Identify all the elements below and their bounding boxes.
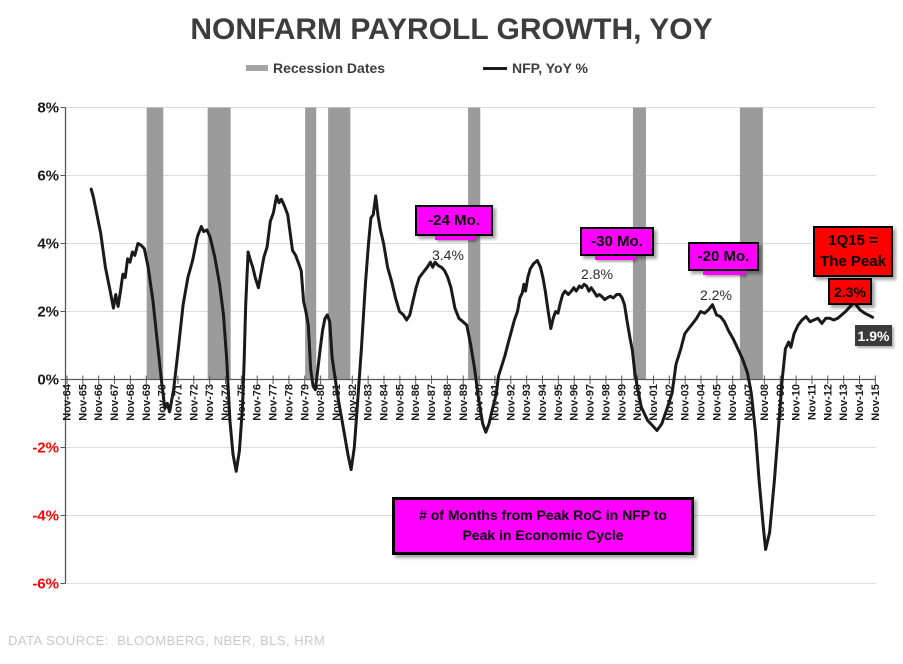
- annotation-note-line2: Peak in Economic Cycle: [462, 527, 624, 543]
- x-axis-label: Nov-64: [62, 383, 74, 421]
- x-axis-label: Nov-84: [379, 383, 391, 421]
- x-axis-label: Nov-13: [838, 384, 850, 421]
- x-axis-label: Nov-68: [125, 384, 137, 421]
- y-axis-label: 0%: [37, 372, 59, 389]
- x-axis-label: Nov-65: [77, 384, 89, 421]
- annotation-minus30-label: -30 Mo.: [591, 233, 643, 250]
- x-axis-label: Nov-96: [569, 384, 581, 421]
- x-axis-label: Nov-11: [806, 384, 818, 420]
- x-axis-label: Nov-95: [553, 384, 565, 421]
- x-axis-label: Nov-89: [458, 384, 470, 421]
- x-axis-label: Nov-00: [632, 384, 644, 421]
- annotation-note-line1: # of Months from Peak RoC in NFP to: [419, 507, 667, 524]
- y-axis-label: -2%: [32, 440, 59, 457]
- y-axis-label: 8%: [37, 100, 59, 117]
- annotation-peak-line2: The Peak: [820, 252, 886, 270]
- x-axis-label: Nov-01: [648, 384, 660, 421]
- x-axis-label: Nov-67: [109, 384, 121, 421]
- x-axis-label: Nov-15: [870, 384, 882, 421]
- x-axis-label: Nov-05: [711, 384, 723, 421]
- annotation-minus24-box: -24 Mo.: [415, 205, 493, 236]
- page-title: NONFARM PAYROLL GROWTH, YOY: [190, 13, 713, 46]
- annotation-minus24-underline: [435, 236, 475, 240]
- annotation-note-box: # of Months from Peak RoC in NFP to Peak…: [392, 497, 694, 555]
- x-axis-label: Nov-92: [505, 384, 517, 421]
- x-axis-label: Nov-99: [616, 384, 628, 421]
- x-axis-label: Nov-85: [394, 384, 406, 421]
- x-axis-label: Nov-86: [410, 384, 422, 421]
- x-axis-label: Nov-73: [204, 384, 216, 421]
- x-axis-label: Nov-97: [585, 384, 597, 421]
- x-axis-label: Nov-77: [268, 384, 280, 421]
- x-axis-label: Nov-10: [791, 384, 803, 421]
- legend-item-nfp: NFP, YoY %: [483, 58, 588, 78]
- y-axis-label: 6%: [37, 168, 59, 185]
- x-axis-label: Nov-03: [680, 384, 692, 421]
- legend-recession-label: Recession Dates: [273, 60, 386, 76]
- x-axis-label: Nov-93: [521, 384, 533, 421]
- annotation-minus20-underline: [703, 271, 745, 275]
- annotation-minus30-box: -30 Mo.: [580, 227, 654, 256]
- data-source-text: DATA SOURCE: BLOOMBERG, NBER, BLS, HRM: [8, 633, 326, 648]
- x-axis-label: Nov-76: [252, 384, 264, 421]
- annotation-minus24-label: -24 Mo.: [428, 212, 480, 229]
- annotation-end-value: 1.9%: [857, 327, 890, 344]
- x-axis-label: Nov-72: [188, 384, 200, 421]
- x-axis-label: Nov-04: [696, 383, 708, 421]
- annotation-minus24-value: 3.4%: [432, 247, 464, 263]
- annotation-peak-value-box: 2.3%: [828, 278, 872, 305]
- y-axis-label: 2%: [37, 304, 59, 321]
- legend-item-recession: Recession Dates: [246, 58, 385, 78]
- line-swatch-icon: [483, 66, 507, 70]
- x-axis-label: Nov-88: [442, 384, 454, 421]
- recession-band: [207, 107, 231, 380]
- y-axis-label: -6%: [32, 576, 59, 593]
- legend-nfp-label: NFP, YoY %: [512, 60, 588, 76]
- recession-swatch-icon: [246, 65, 268, 71]
- nfp-line: [89, 187, 875, 551]
- recession-band: [146, 107, 164, 380]
- x-axis-label: Nov-83: [363, 384, 375, 421]
- annotation-minus30-underline: [595, 256, 635, 260]
- annotation-peak-value: 2.3%: [834, 283, 866, 300]
- recession-band: [328, 107, 351, 380]
- x-axis-label: Nov-79: [299, 384, 311, 421]
- x-axis-label: Nov-14: [854, 383, 866, 421]
- x-axis-label: Nov-12: [822, 384, 834, 421]
- recession-band: [468, 107, 481, 380]
- x-axis-label: Nov-78: [283, 384, 295, 421]
- x-axis-label: Nov-08: [759, 384, 771, 421]
- annotation-minus20-value: 2.2%: [700, 287, 732, 303]
- y-axis-label: -4%: [32, 508, 59, 525]
- annotation-peak-line1: 1Q15 =: [828, 232, 878, 250]
- x-axis-label: Nov-87: [426, 384, 438, 421]
- annotation-end-value-box: 1.9%: [855, 325, 892, 346]
- annotation-minus20-label: -20 Mo.: [697, 248, 750, 265]
- recession-band: [305, 107, 317, 380]
- x-axis-label: Nov-69: [141, 384, 153, 421]
- x-axis-label: Nov-94: [537, 383, 549, 421]
- annotation-minus30-value: 2.8%: [581, 266, 613, 282]
- annotation-minus20-box: -20 Mo.: [688, 242, 759, 271]
- y-axis-label: 4%: [37, 236, 59, 253]
- annotation-peak-box: 1Q15 = The Peak: [813, 226, 893, 277]
- x-axis-label: Nov-80: [315, 384, 327, 421]
- x-axis-label: Nov-71: [172, 384, 184, 421]
- x-axis-label: Nov-06: [727, 384, 739, 421]
- x-axis-label: Nov-70: [157, 384, 169, 421]
- x-axis-label: Nov-98: [600, 384, 612, 421]
- x-axis-label: Nov-66: [93, 384, 105, 421]
